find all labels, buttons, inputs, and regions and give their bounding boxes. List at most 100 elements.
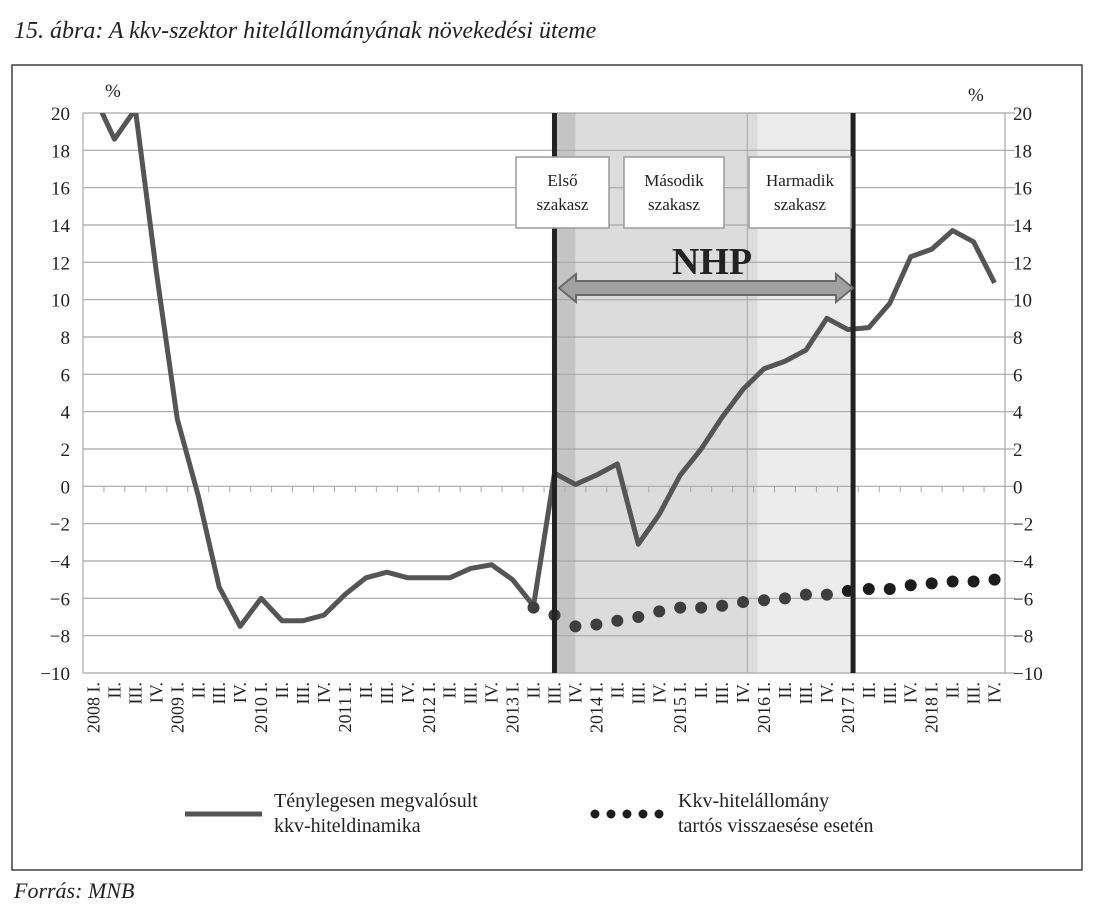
x-tick-label: 2009 I.	[167, 682, 187, 733]
legend-swatch-dot	[638, 809, 648, 819]
y-tick-label-right: 18	[1013, 141, 1032, 162]
y-tick-label-left: −10	[40, 664, 70, 685]
y-tick-label-left: 14	[51, 216, 71, 237]
y-tick-label-right: −8	[1013, 627, 1033, 648]
x-tick-label: II.	[943, 682, 963, 699]
y-tick-label-left: 10	[51, 291, 70, 312]
data-point-counterfactual	[674, 601, 687, 614]
data-point-counterfactual	[590, 618, 603, 631]
y-tick-label-left: 16	[51, 179, 70, 200]
phase-label-3: Harmadik	[766, 171, 834, 190]
x-tick-label: 2012 I.	[419, 682, 439, 733]
double-arrow-icon	[557, 271, 855, 305]
legend-swatch-dot	[654, 809, 664, 819]
phase-label-1: szakasz	[537, 195, 589, 214]
y-unit-left: %	[105, 81, 121, 102]
data-point-counterfactual	[527, 601, 540, 614]
x-tick-label: IV.	[230, 682, 250, 703]
y-tick-label-right: −6	[1013, 589, 1033, 610]
x-tick-label: II.	[607, 682, 627, 699]
x-tick-label: II.	[524, 682, 544, 699]
y-tick-label-left: 4	[61, 403, 71, 424]
y-tick-label-left: 0	[61, 477, 71, 498]
data-point-counterfactual	[925, 577, 938, 590]
x-tick-label: IV.	[565, 682, 585, 703]
chart-title: 15. ábra: A kkv-szektor hitelállományána…	[14, 18, 597, 44]
x-tick-label: II.	[859, 682, 879, 699]
legend-swatch-dot	[606, 809, 616, 819]
x-tick-label: IV.	[482, 682, 502, 703]
y-tick-label-right: 0	[1013, 477, 1023, 498]
data-point-counterfactual	[799, 588, 812, 601]
y-tick-label-right: 12	[1013, 253, 1032, 274]
x-tick-label: IV.	[985, 682, 1005, 703]
y-unit-right: %	[968, 85, 984, 106]
data-point-counterfactual	[737, 596, 750, 609]
data-point-counterfactual	[778, 592, 791, 605]
data-point-counterfactual	[904, 579, 917, 592]
y-tick-label-left: 20	[51, 104, 70, 125]
x-axis-labels: 2008 I. II. III. IV. 2009 I. II. III. IV. 2010 I…	[83, 682, 1004, 733]
x-tick-label: IV.	[733, 682, 753, 703]
x-tick-label: III.	[377, 682, 397, 704]
y-tick-label-left: 18	[51, 141, 70, 162]
x-tick-label: IV.	[314, 682, 334, 703]
legend-label-actual: kkv-hiteldinamika	[274, 815, 421, 837]
x-tick-label: IV.	[146, 682, 166, 703]
y-tick-label-left: −6	[50, 589, 70, 610]
phase-label-box-1	[515, 156, 610, 229]
phase-label-box-3	[748, 156, 852, 229]
y-tick-label-left: 6	[61, 365, 71, 386]
data-point-counterfactual	[820, 588, 833, 601]
y-tick-label-right: 10	[1013, 291, 1032, 312]
x-tick-label: II.	[440, 682, 460, 699]
legend: Ténylegesen megvalósult kkv-hiteldinamika…	[185, 790, 873, 837]
data-point-counterfactual	[883, 583, 896, 595]
x-tick-label: 2016 I.	[754, 682, 774, 733]
data-point-counterfactual	[695, 601, 708, 614]
legend-label-counterfactual: tartós visszaesése esetén	[678, 815, 873, 837]
y-tick-label-right: −4	[1013, 552, 1034, 573]
data-point-counterfactual	[653, 605, 666, 618]
y-tick-label-right: −2	[1013, 515, 1033, 536]
y-tick-label-left: −2	[50, 515, 70, 536]
x-tick-label: II.	[775, 682, 795, 699]
y-tick-label-right: 4	[1013, 403, 1023, 424]
y-tick-label-right: −10	[1013, 664, 1043, 685]
x-tick-label: III.	[628, 682, 648, 704]
y-tick-label-right: 2	[1013, 440, 1023, 461]
y-tick-label-left: 12	[51, 253, 70, 274]
series-line-actual	[99, 113, 997, 629]
x-tick-label: IV.	[901, 682, 921, 703]
x-tick-label: III.	[209, 682, 229, 704]
legend-swatch-dot	[622, 809, 632, 819]
x-tick-label: II.	[356, 682, 376, 699]
x-tick-label: III.	[880, 682, 900, 704]
data-point-counterfactual	[967, 575, 980, 588]
legend-swatch-dot	[590, 809, 600, 819]
x-tick-label: II.	[691, 682, 711, 699]
y-tick-label-left: −4	[50, 552, 71, 573]
x-tick-label: 2013 I.	[503, 682, 523, 733]
data-point-counterfactual	[988, 573, 1001, 586]
phase-label-2: Második	[644, 171, 704, 190]
legend-label-actual: Ténylegesen megvalósult	[274, 790, 478, 812]
x-tick-label: II.	[188, 682, 208, 699]
data-point-counterfactual	[611, 614, 624, 627]
x-tick-label: IV.	[649, 682, 669, 703]
program-label: NHP	[672, 241, 752, 283]
x-tick-label: II.	[104, 682, 124, 699]
data-point-counterfactual	[862, 583, 875, 595]
y-tick-label-right: 14	[1013, 216, 1033, 237]
x-tick-label: 2011 I.	[335, 682, 355, 732]
x-tick-label: 2018 I.	[922, 682, 942, 733]
data-point-counterfactual	[569, 620, 582, 633]
chart-frame	[11, 64, 1083, 871]
y-tick-label-left: −8	[50, 627, 70, 648]
source-note: Forrás: MNB	[13, 878, 134, 903]
x-tick-label: 2017 I.	[838, 682, 858, 733]
data-point-counterfactual	[632, 611, 645, 623]
